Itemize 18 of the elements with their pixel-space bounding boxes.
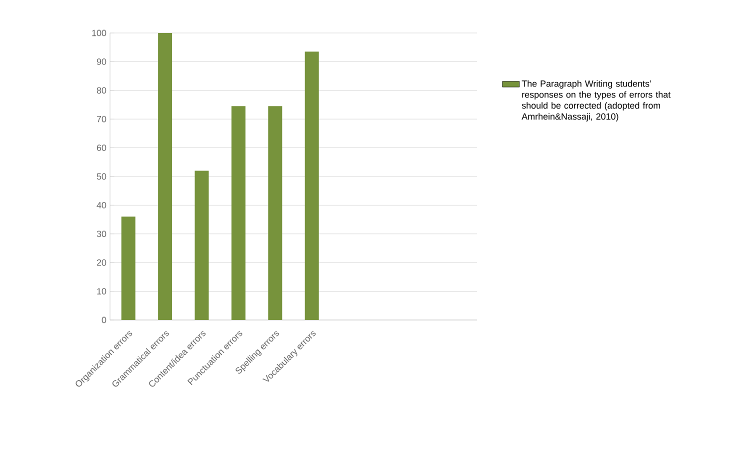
y-tick-label: 20: [96, 259, 106, 266]
y-tick-label: 90: [96, 58, 106, 65]
y-tick-label: 50: [96, 173, 106, 180]
y-tick-label: 0: [102, 316, 106, 324]
bar: [268, 106, 282, 320]
bar: [158, 32, 172, 320]
bar: [304, 52, 319, 320]
y-tick-label: 100: [92, 30, 106, 36]
y-tick-label: 40: [96, 202, 106, 208]
y-tick-label: 80: [96, 87, 106, 94]
y-tick-label: 10: [97, 288, 106, 294]
y-tick-label: 30: [96, 230, 106, 238]
bar: [194, 170, 209, 320]
bar: [121, 216, 136, 320]
y-tick-label: 60: [96, 144, 106, 151]
y-tick-label: 70: [96, 116, 106, 122]
legend-label: The Paragraph Writing students’ responses on the types of errors that should be corrected (adopted from Amrhein&Nassaji, 2010): [522, 80, 671, 122]
bar: [231, 106, 246, 320]
